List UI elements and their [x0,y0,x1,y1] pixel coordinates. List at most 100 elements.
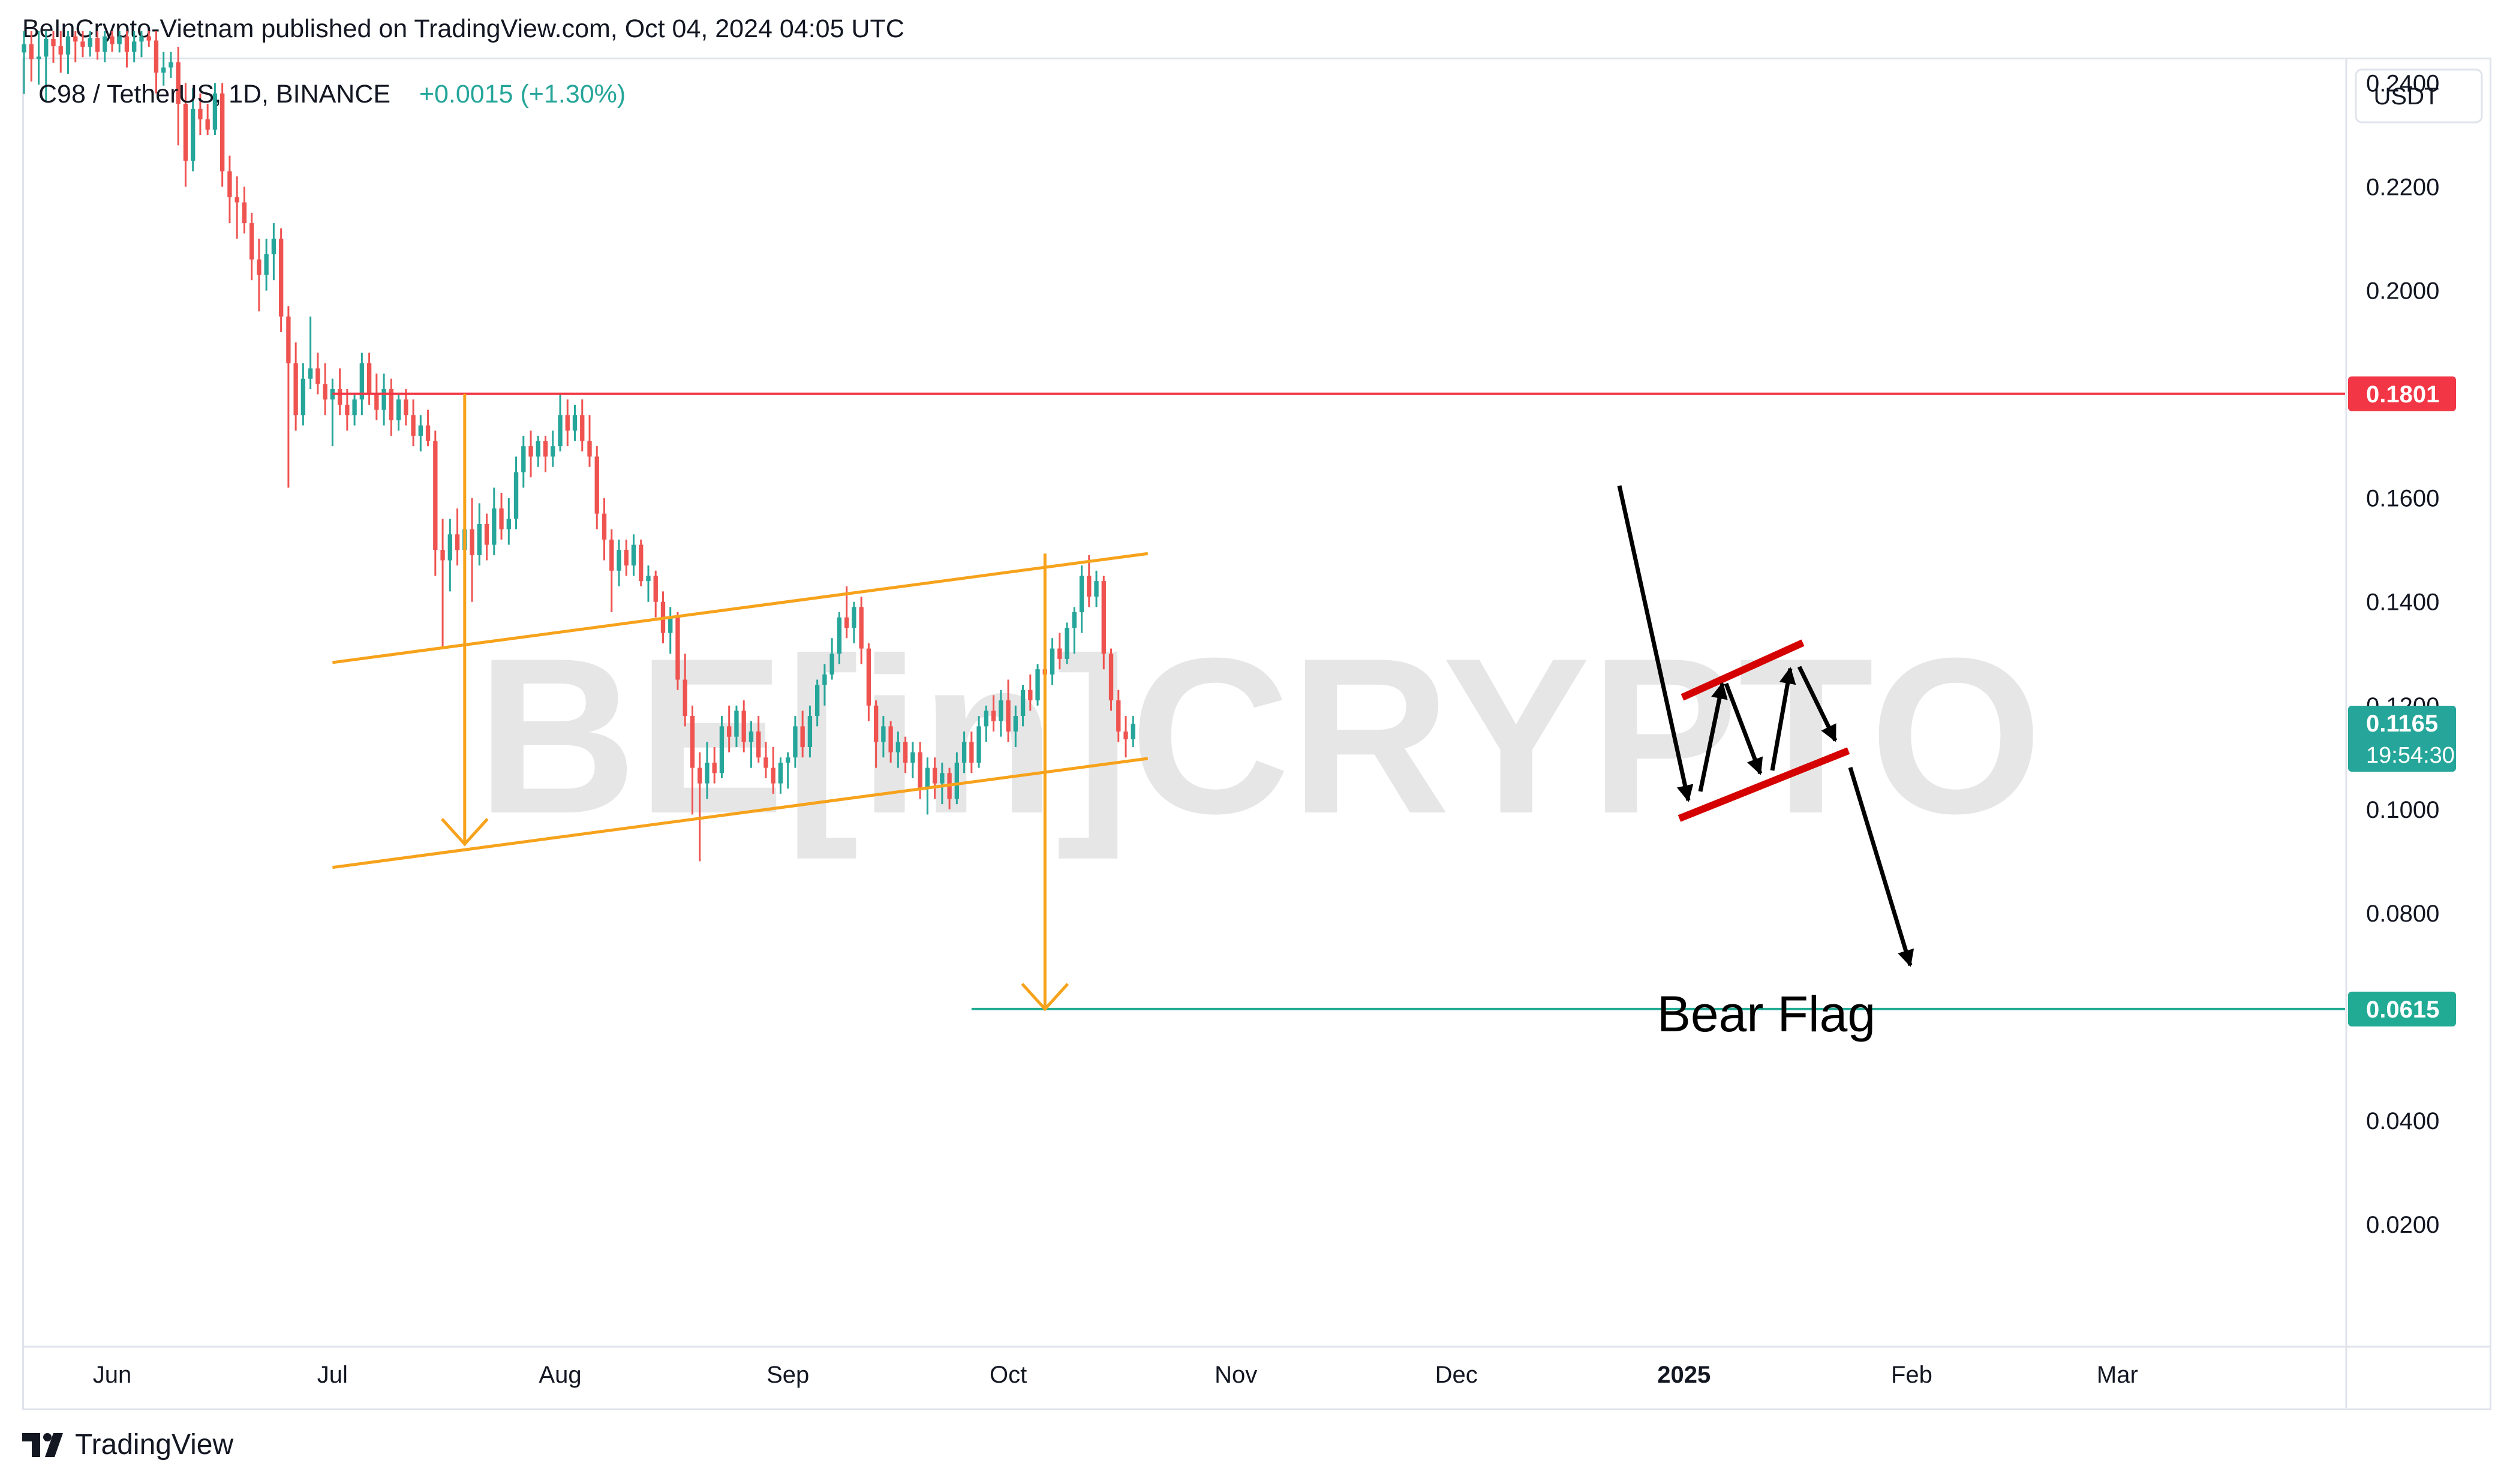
flag-arrow [1797,666,1838,742]
candle-body [433,441,438,550]
candle [110,31,115,52]
candle [271,223,276,281]
price-badge-box [2348,991,2456,1027]
candle-body [300,378,306,416]
candle-body [499,508,504,529]
candle [315,353,320,395]
candle [895,732,901,768]
candle-body [639,544,644,582]
candle [44,31,49,103]
candle [741,700,746,752]
candle-body [903,742,908,763]
candle-body [984,711,989,727]
candle-body [103,36,107,52]
candle-body [551,446,555,457]
candle-body [793,726,798,758]
candle [484,513,489,561]
candle [587,415,592,467]
candle-body [580,415,585,441]
candle [1101,576,1106,670]
candle-body [139,36,144,42]
x-tick-label: Feb [1891,1362,1932,1388]
candle [1050,638,1055,685]
candle-body [698,767,702,784]
candle [961,732,967,773]
candle-body [1013,716,1018,732]
price-badges: 0.1801 0.1165 19:54:30 0.0615 [2348,376,2456,1027]
candle-body [95,38,100,52]
candle [705,742,710,799]
y-tick-label: 0.0800 [2366,901,2439,927]
y-tick-label: 0.1000 [2366,797,2439,823]
candle [359,353,365,416]
tradingview-logo[interactable]: TradingView [22,1428,233,1461]
candle [976,716,981,768]
candle [80,31,85,58]
candle-body [257,259,261,275]
channel-lower-line [332,757,1149,869]
candle [521,435,526,488]
candle [1013,705,1018,747]
candle [323,363,327,416]
candle [404,389,408,426]
projection-arrow-head [440,818,489,847]
candle-body [205,119,210,130]
y-tick-label: 0.1600 [2366,486,2439,512]
candle-body [558,415,563,447]
candle-body [1065,627,1069,659]
candle-body [741,711,746,742]
x-tick-label: Sep [766,1362,809,1388]
candle-body [866,648,871,706]
candle-body [873,705,879,742]
currency-label: USDT [2374,83,2439,110]
candle-body [65,36,71,55]
candle-body [308,368,313,379]
candle [425,410,431,447]
candle-body [727,726,732,737]
symbol-legend[interactable]: C98 / TetherUS, 1D, BINANCE +0.0015 (+1.… [38,80,626,109]
candle-body [954,762,960,799]
candle [1123,716,1128,758]
x-tick-label: Jul [317,1362,348,1388]
candle-body [146,36,151,41]
bear-flag-sketch [1617,485,1914,967]
candle [653,570,658,618]
candle-body [169,62,173,68]
candle-body [73,36,78,42]
candle [191,88,196,171]
candle [852,601,856,643]
y-tick-label: 0.1400 [2366,589,2439,616]
candle [36,31,41,85]
candle [873,700,879,768]
candle-body [22,44,26,53]
candle-body [999,700,1003,721]
candle-body [961,742,967,763]
candle-body [895,742,901,752]
candle [1065,622,1069,664]
candle-body [176,62,181,104]
candle-body [271,239,276,255]
candle-body [844,617,849,628]
candle-body [763,757,768,768]
candle-body [154,40,159,73]
candle [580,399,585,451]
price-badge-label: 0.1165 [2366,711,2438,737]
candle [698,752,702,862]
candle [609,529,614,613]
candle-body [536,441,540,457]
flag-arrow [1770,667,1796,771]
candle [690,705,695,815]
candle [536,435,540,467]
candle [22,31,26,94]
candle-body [969,742,974,763]
y-tick-label: 0.2400 [2366,71,2439,97]
currency-box[interactable] [2355,68,2483,124]
candle [999,690,1003,737]
candle [374,374,379,420]
candle [95,31,100,60]
candle [675,612,680,690]
candle-body [1050,648,1055,675]
candle [146,31,151,47]
candle-body [447,534,452,561]
